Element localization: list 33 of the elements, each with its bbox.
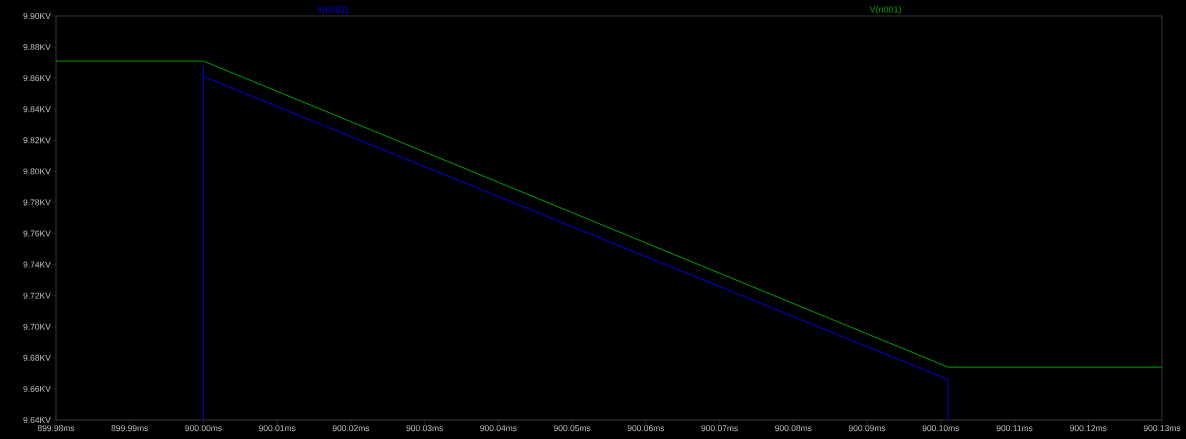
- x-tick-label: 900.10ms: [922, 425, 960, 432]
- x-tick-label: 899.99ms: [111, 425, 149, 432]
- x-tick-label: 900.12ms: [1070, 425, 1107, 432]
- y-tick-label: 9.70KV: [23, 323, 51, 330]
- y-tick-label: 9.86KV: [23, 75, 51, 82]
- y-tick-label: 9.72KV: [23, 292, 51, 299]
- x-tick-label: 900.13ms: [1143, 425, 1181, 432]
- y-tick-label: 9.78KV: [23, 199, 51, 206]
- y-tick-label: 9.90KV: [23, 13, 51, 19]
- x-tick-label: 900.09ms: [848, 425, 886, 432]
- text: V(n001): [869, 5, 901, 15]
- x-tick-label: 900.08ms: [775, 425, 812, 432]
- x-tick-label: 900.06ms: [627, 425, 665, 432]
- x-tick-label: 900.01ms: [259, 425, 296, 432]
- y-tick-label: 9.74KV: [23, 261, 51, 268]
- y-tick-label: 9.80KV: [23, 168, 51, 175]
- x-tick-label: 900.00ms: [185, 425, 222, 432]
- text: V(n002): [316, 5, 348, 15]
- x-tick-label: 900.07ms: [701, 425, 738, 432]
- y-tick-label: 9.84KV: [23, 106, 51, 113]
- x-tick-label: 900.11ms: [996, 425, 1033, 432]
- x-tick-label: 900.04ms: [480, 425, 517, 432]
- line-series: [202, 65, 949, 421]
- y-tick-label: 9.88KV: [23, 44, 51, 51]
- y-tick-label: 9.64KV: [23, 416, 51, 423]
- y-tick-label: 9.68KV: [23, 354, 51, 361]
- y-tick-label: 9.66KV: [23, 385, 51, 392]
- y-tick-label: 9.82KV: [23, 137, 51, 144]
- y-tick-label: 9.76KV: [23, 230, 51, 237]
- x-tick-label: 900.02ms: [332, 425, 370, 432]
- x-tick-label: 900.05ms: [553, 425, 591, 432]
- x-tick-label: 899.98ms: [37, 425, 75, 432]
- x-tick-label: 900.03ms: [406, 425, 443, 432]
